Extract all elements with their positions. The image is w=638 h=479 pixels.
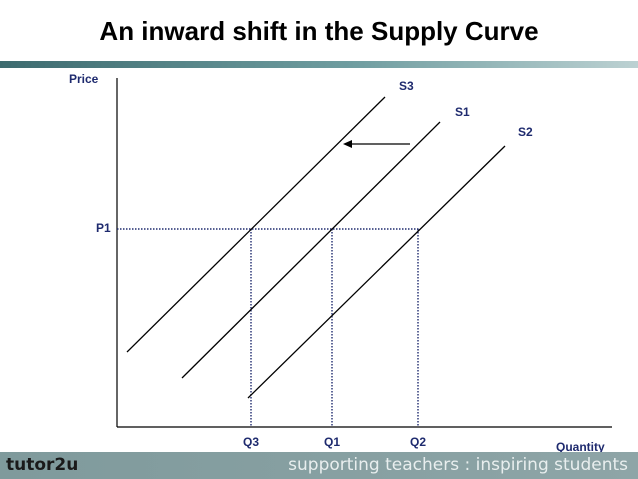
header-divider-bar bbox=[0, 61, 638, 68]
footer-bar: tutor2u supporting teachers : inspiring … bbox=[0, 452, 638, 479]
y-axis-label: Price bbox=[69, 72, 99, 86]
quantity-labels: Q3 Q1 Q2 bbox=[243, 435, 426, 449]
x-axis-label: Quantity bbox=[556, 440, 605, 452]
price-label-p1: P1 bbox=[96, 221, 111, 235]
supply-curve-s3 bbox=[126, 96, 386, 353]
footer-tagline: supporting teachers : inspiring students bbox=[288, 455, 628, 475]
footer-logo: tutor2u bbox=[6, 455, 79, 475]
supply-curves bbox=[126, 96, 506, 399]
page-title: An inward shift in the Supply Curve bbox=[99, 16, 539, 46]
supply-curve-s1 bbox=[181, 121, 441, 379]
quantity-dotted-lines bbox=[250, 229, 419, 427]
curve-label-s3: S3 bbox=[399, 79, 414, 93]
curve-label-s2: S2 bbox=[518, 125, 533, 139]
quantity-label-q1: Q1 bbox=[324, 435, 340, 449]
supply-curve-labels: S3 S1 S2 bbox=[399, 79, 533, 139]
supply-shift-diagram: Price Quantity P1 Q3 Q1 Q2 S3 S1 S2 bbox=[69, 72, 612, 452]
shift-arrow-head bbox=[343, 140, 352, 148]
supply-curve-s2 bbox=[247, 145, 506, 399]
curve-label-s1: S1 bbox=[455, 105, 470, 119]
quantity-label-q2: Q2 bbox=[410, 435, 426, 449]
quantity-label-q3: Q3 bbox=[243, 435, 259, 449]
